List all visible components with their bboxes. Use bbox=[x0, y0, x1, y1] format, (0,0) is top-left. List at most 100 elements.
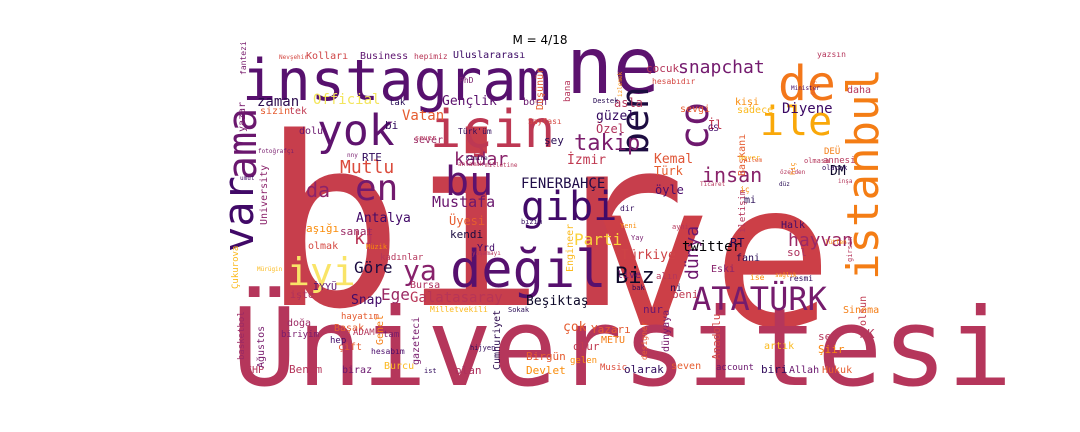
cloud-word: Cumhuriyet bbox=[492, 310, 503, 370]
cloud-word: güzel bbox=[596, 109, 635, 124]
cloud-word: kadar bbox=[454, 149, 508, 170]
cloud-word: FENERBAHÇE bbox=[521, 176, 605, 192]
cloud-word: Benim bbox=[289, 363, 322, 376]
cloud-word: alın bbox=[656, 272, 678, 282]
cloud-word: lütfen bbox=[825, 239, 847, 246]
cloud-word: girsin bbox=[846, 237, 854, 262]
cloud-word: bana bbox=[563, 80, 573, 102]
cloud-word: ni bbox=[670, 283, 682, 294]
cloud-word: Ağustos bbox=[255, 326, 267, 368]
cloud-word: Halk bbox=[781, 220, 805, 231]
cloud-word: iletişim bbox=[738, 190, 748, 233]
cloud-word: olmasa bbox=[804, 157, 829, 165]
cloud-word: sever bbox=[415, 134, 436, 142]
cloud-word: ve bbox=[592, 140, 833, 373]
cloud-word: yazsın bbox=[817, 50, 846, 59]
cloud-word: gazeteci bbox=[411, 317, 422, 365]
cloud-word: Türkiye bbox=[621, 248, 676, 263]
cloud-word: izlemek bbox=[617, 71, 624, 97]
cloud-word: de bbox=[778, 56, 836, 112]
cloud-word: resmi bbox=[789, 274, 813, 283]
cloud-word: çok bbox=[563, 320, 587, 335]
cloud-word: co bbox=[672, 102, 718, 150]
cloud-word: Üniversitesi bbox=[232, 286, 1012, 411]
cloud-word: hesabıdır bbox=[652, 77, 696, 86]
cloud-word: Başak bbox=[334, 323, 364, 334]
cloud-word: Sokak bbox=[508, 306, 530, 314]
cloud-word: değil bbox=[450, 240, 607, 300]
cloud-word: fotoğrafçı bbox=[258, 148, 295, 155]
cloud-word: Galatasaray bbox=[410, 290, 503, 306]
cloud-word: Üyesi bbox=[449, 212, 485, 228]
cloud-word: kişi bbox=[735, 97, 759, 108]
cloud-word: live bbox=[617, 270, 641, 281]
cloud-word: Ege bbox=[381, 285, 410, 304]
cloud-word: en bbox=[355, 168, 398, 209]
cloud-word: milletine bbox=[485, 162, 518, 169]
cloud-word: doğa bbox=[287, 317, 311, 329]
cloud-word: umut bbox=[240, 175, 255, 182]
cloud-word: şey bbox=[544, 134, 564, 147]
cloud-word: dir bbox=[620, 204, 635, 213]
cloud-word: Diyene bbox=[782, 101, 833, 117]
cloud-word: Never bbox=[739, 154, 760, 162]
cloud-word: takip bbox=[574, 131, 640, 156]
cloud-word: bu bbox=[445, 159, 493, 205]
cloud-word: artık bbox=[764, 341, 794, 352]
cloud-word: işte bbox=[290, 290, 314, 301]
cloud-word: olmak bbox=[308, 241, 338, 252]
cloud-word: sağlık bbox=[775, 272, 797, 279]
cloud-word: için bbox=[430, 100, 555, 160]
cloud-word: kadınlar bbox=[380, 253, 424, 263]
cloud-word: anlamak bbox=[458, 161, 484, 168]
cloud-word: olur bbox=[573, 340, 600, 353]
cloud-word: basketbol bbox=[237, 311, 247, 360]
cloud-word: Mürügin bbox=[257, 266, 283, 273]
cloud-word: istanbul bbox=[838, 68, 889, 280]
cloud-word: Sinema bbox=[843, 305, 879, 316]
cloud-word: gelen bbox=[570, 356, 597, 366]
cloud-word: olarak bbox=[624, 363, 664, 376]
cloud-word: ist bbox=[424, 367, 437, 375]
cloud-word: sol bbox=[787, 246, 807, 259]
cloud-word: twitter bbox=[682, 239, 741, 255]
cloud-word: Parti bbox=[574, 230, 622, 249]
figure-title: M = 4/18 bbox=[512, 33, 568, 47]
cloud-word: Music bbox=[600, 363, 627, 373]
cloud-word: METU bbox=[601, 335, 625, 346]
cloud-word: Yrd bbox=[477, 243, 495, 254]
cloud-word: Devlet bbox=[526, 364, 566, 377]
cloud-word: yazar bbox=[237, 102, 248, 132]
cloud-word: olacak bbox=[822, 164, 848, 172]
cloud-word: sevgi bbox=[680, 104, 710, 115]
cloud-word: biri bbox=[761, 363, 788, 376]
cloud-word: Kemal bbox=[654, 152, 693, 167]
cloud-word: Hukuk bbox=[822, 365, 852, 376]
cloud-word: Kimine bbox=[466, 155, 488, 162]
cloud-word: bizim bbox=[521, 218, 542, 226]
cloud-word: CHP bbox=[246, 365, 264, 376]
cloud-word: Göre bbox=[354, 258, 393, 277]
cloud-word: Antalya bbox=[356, 211, 411, 226]
cloud-word: tam bbox=[383, 330, 399, 340]
cloud-word: GS bbox=[708, 124, 719, 134]
cloud-word: hayvan bbox=[788, 230, 853, 251]
cloud-word: ama bbox=[220, 108, 266, 180]
cloud-word: DM bbox=[830, 164, 846, 179]
cloud-word: biraz bbox=[342, 365, 372, 376]
cloud-word: daha bbox=[847, 85, 871, 96]
cloud-word: özelden bbox=[780, 169, 806, 176]
cloud-word: Vatan bbox=[402, 108, 444, 124]
cloud-word: ne bbox=[566, 22, 660, 112]
cloud-word: Özel bbox=[596, 120, 625, 136]
cloud-word: hesabım bbox=[371, 347, 405, 356]
cloud-word: nny bbox=[347, 152, 358, 159]
cloud-word: zaman bbox=[257, 94, 299, 110]
cloud-word: hep bbox=[330, 336, 346, 346]
cloud-word: Müzik bbox=[366, 243, 388, 251]
cloud-word: seven bbox=[671, 361, 701, 372]
cloud-word: olsun bbox=[858, 296, 869, 326]
cloud-word: ATATÜRK bbox=[692, 280, 828, 318]
cloud-word: DEÜ bbox=[824, 146, 840, 157]
cloud-word: inşa bbox=[838, 178, 853, 185]
